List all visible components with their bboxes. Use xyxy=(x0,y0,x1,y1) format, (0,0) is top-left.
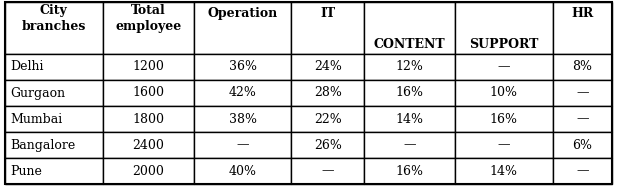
Text: —: — xyxy=(576,113,589,126)
Text: 16%: 16% xyxy=(395,86,423,100)
Text: 2000: 2000 xyxy=(132,165,164,178)
Text: —: — xyxy=(576,165,589,178)
Text: 36%: 36% xyxy=(228,60,257,73)
Bar xyxy=(364,54,455,80)
Text: 42%: 42% xyxy=(228,86,257,100)
Text: 1800: 1800 xyxy=(132,113,164,126)
Bar xyxy=(455,158,553,184)
Text: SUPPORT: SUPPORT xyxy=(469,38,539,51)
Bar xyxy=(291,158,364,184)
Text: 22%: 22% xyxy=(314,113,342,126)
Bar xyxy=(364,158,455,184)
Text: Bangalore: Bangalore xyxy=(10,139,75,152)
Bar xyxy=(102,2,194,54)
Bar xyxy=(291,106,364,132)
Bar xyxy=(102,80,194,106)
Bar xyxy=(455,2,553,54)
Bar xyxy=(5,132,102,158)
Text: Delhi: Delhi xyxy=(10,60,43,73)
Bar xyxy=(553,158,612,184)
Text: 8%: 8% xyxy=(573,60,592,73)
Bar xyxy=(194,2,291,54)
Bar xyxy=(291,132,364,158)
Bar xyxy=(455,106,553,132)
Text: City
branches: City branches xyxy=(22,4,86,33)
Text: —: — xyxy=(497,139,510,152)
Text: 12%: 12% xyxy=(395,60,423,73)
Bar xyxy=(5,106,102,132)
Text: 40%: 40% xyxy=(228,165,257,178)
Bar xyxy=(291,54,364,80)
Text: 2400: 2400 xyxy=(132,139,164,152)
Bar xyxy=(5,158,102,184)
Bar xyxy=(102,158,194,184)
Text: 14%: 14% xyxy=(490,165,518,178)
Bar xyxy=(553,2,612,54)
Bar xyxy=(5,54,102,80)
Bar xyxy=(364,2,455,54)
Bar xyxy=(553,80,612,106)
Bar xyxy=(102,54,194,80)
Text: 24%: 24% xyxy=(313,60,342,73)
Bar xyxy=(194,158,291,184)
Text: 14%: 14% xyxy=(395,113,423,126)
Text: Pune: Pune xyxy=(10,165,42,178)
Bar xyxy=(291,2,364,54)
Text: Gurgaon: Gurgaon xyxy=(10,86,65,100)
Text: —: — xyxy=(497,60,510,73)
Bar xyxy=(455,132,553,158)
Bar xyxy=(291,80,364,106)
Text: Mumbai: Mumbai xyxy=(10,113,62,126)
Bar xyxy=(455,54,553,80)
Text: —: — xyxy=(576,86,589,100)
Text: Total
employee: Total employee xyxy=(115,4,181,33)
Text: 26%: 26% xyxy=(313,139,342,152)
Text: 1600: 1600 xyxy=(132,86,164,100)
Text: Operation: Operation xyxy=(207,7,278,20)
Bar xyxy=(194,132,291,158)
Text: 28%: 28% xyxy=(313,86,342,100)
Text: 1200: 1200 xyxy=(132,60,164,73)
Bar xyxy=(102,106,194,132)
Bar xyxy=(194,106,291,132)
Text: —: — xyxy=(321,165,334,178)
Text: HR: HR xyxy=(571,7,594,20)
Bar xyxy=(194,80,291,106)
Text: —: — xyxy=(404,139,416,152)
Bar xyxy=(364,132,455,158)
Text: 38%: 38% xyxy=(228,113,257,126)
Bar xyxy=(5,80,102,106)
Bar xyxy=(553,54,612,80)
Bar xyxy=(364,80,455,106)
Bar xyxy=(364,106,455,132)
Text: 16%: 16% xyxy=(490,113,518,126)
Bar xyxy=(455,80,553,106)
Text: CONTENT: CONTENT xyxy=(374,38,445,51)
Text: IT: IT xyxy=(320,7,335,20)
Bar xyxy=(102,132,194,158)
Text: 16%: 16% xyxy=(395,165,423,178)
Text: 10%: 10% xyxy=(490,86,518,100)
Bar xyxy=(5,2,102,54)
Text: 6%: 6% xyxy=(573,139,592,152)
Bar xyxy=(194,54,291,80)
Bar xyxy=(553,132,612,158)
Bar xyxy=(553,106,612,132)
Text: —: — xyxy=(236,139,249,152)
